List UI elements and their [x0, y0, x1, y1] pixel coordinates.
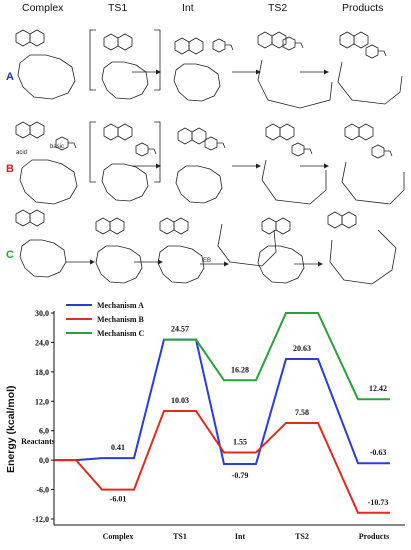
label-acid: acid — [16, 150, 27, 156]
series-line — [54, 338, 390, 466]
scheme-header-complex: Complex — [22, 2, 64, 14]
data-label: 1.55 — [233, 438, 247, 447]
energy-profile-chart: Energy (kcal/mol) 30,0 24,0 18,0 12,0 6,0 0,0… — [5, 301, 405, 541]
x-tick-label: TS2 — [295, 532, 309, 541]
series-line — [54, 409, 390, 514]
x-tick-label: Complex — [103, 532, 134, 541]
data-label: 24.57 — [171, 325, 189, 334]
data-label: 16.28 — [231, 365, 249, 374]
x-ticks: Complex TS1 Int TS2 Products — [103, 532, 390, 541]
y-tick-label: 18,0 — [35, 368, 49, 377]
x-tick-label: Products — [359, 532, 390, 541]
data-label: -6.01 — [110, 495, 127, 504]
y-tick-label: -12,0 — [32, 515, 49, 524]
scheme-header-ts1: TS1 — [108, 2, 127, 14]
x-tick-label: TS1 — [173, 532, 187, 541]
data-label: 0.41 — [111, 443, 125, 452]
scheme-header-products: Products — [342, 2, 383, 14]
data-label: 7.58 — [295, 408, 309, 417]
row-b-molecules: acid basic — [15, 121, 405, 205]
reaction-scheme: Complex TS1 Int TS2 Products A B C — [6, 2, 405, 285]
y-axis-label: Energy (kcal/mol) — [5, 385, 17, 473]
row-label-a: A — [6, 71, 14, 83]
y-tick-label: -6,0 — [36, 486, 49, 495]
y-tick-label: 30,0 — [35, 309, 49, 318]
row-label-b: B — [6, 163, 14, 175]
data-label: -10.73 — [368, 498, 389, 507]
x-tick-label: Int — [235, 532, 246, 541]
data-label: -0.63 — [370, 448, 387, 457]
data-label: 12.42 — [369, 384, 387, 393]
data-label: 10.03 — [171, 396, 189, 405]
legend-label: Mechanism B — [97, 315, 145, 324]
scheme-header-int: Int — [182, 2, 194, 14]
y-tick-label: 24,0 — [35, 338, 49, 347]
series-line — [164, 312, 390, 401]
data-labels: Reactants 0.41 24.57 -0.79 20.63 -0.63 -6.01 10… — [21, 325, 388, 507]
scheme-header-ts2: TS2 — [268, 2, 287, 14]
legend: Mechanism A Mechanism B Mechanism C — [66, 301, 145, 338]
legend-label: Mechanism C — [97, 329, 145, 338]
series-lines — [54, 312, 390, 514]
data-label: Reactants — [21, 437, 55, 446]
y-tick-label: 6,0 — [39, 427, 49, 436]
label-eb: EB — [203, 258, 211, 264]
legend-label: Mechanism A — [97, 301, 144, 310]
data-label: -0.79 — [232, 471, 249, 480]
label-basic: basic — [50, 144, 64, 150]
y-tick-label: 12,0 — [35, 397, 49, 406]
row-a-molecules — [15, 29, 403, 109]
y-ticks: 30,0 24,0 18,0 12,0 6,0 0,0 -6,0 -12,0 — [32, 309, 54, 524]
row-label-c: C — [6, 249, 14, 261]
y-tick-label: 0,0 — [39, 456, 49, 465]
data-label: 20.63 — [293, 344, 311, 353]
row-c-molecules: EB — [15, 209, 397, 285]
